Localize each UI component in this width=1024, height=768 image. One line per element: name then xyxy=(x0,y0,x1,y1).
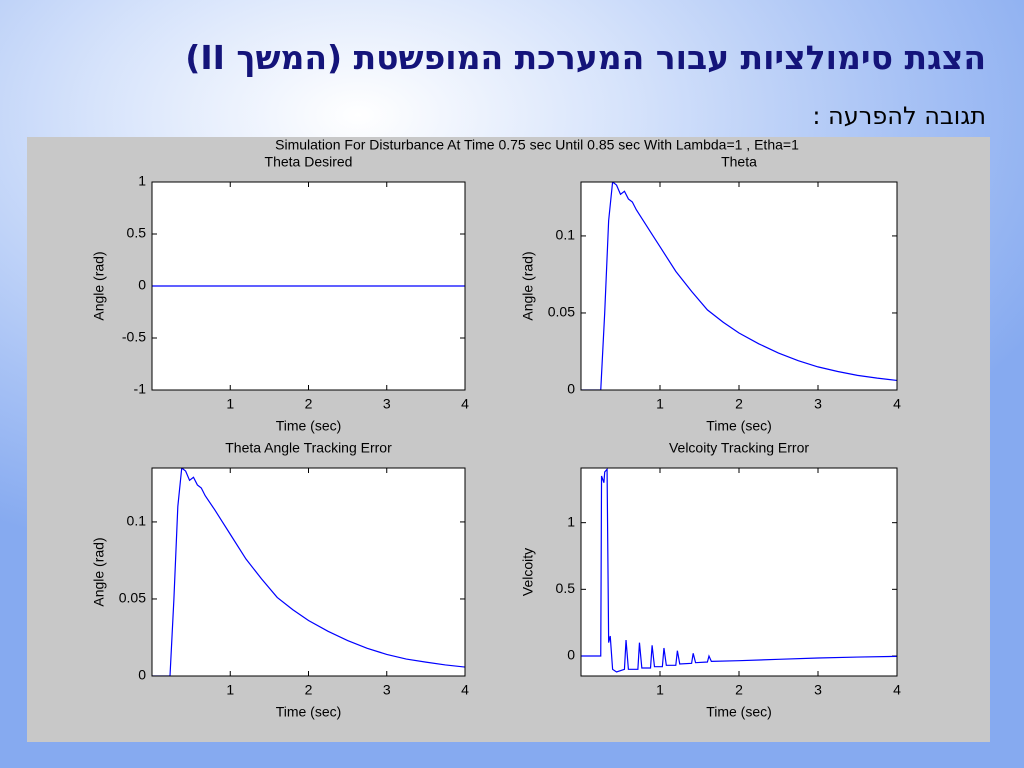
axes-frame xyxy=(151,467,466,677)
chart-title: Theta xyxy=(721,154,757,170)
chart-title: Theta Desired xyxy=(265,154,353,170)
y-tick-label: -1 xyxy=(134,381,147,397)
plot-area xyxy=(152,468,465,676)
x-tick-label: 4 xyxy=(893,396,901,412)
x-axis-label: Time (sec) xyxy=(276,704,342,720)
y-tick-label: 0.05 xyxy=(119,590,146,606)
x-axis-label: Time (sec) xyxy=(706,418,772,434)
slide-subtitle: תגובה להפרעה : xyxy=(812,102,986,130)
y-tick-label: 0 xyxy=(138,277,146,293)
x-tick-label: 2 xyxy=(305,396,313,412)
x-tick-label: 1 xyxy=(656,396,664,412)
y-tick-label: 0.1 xyxy=(556,227,576,243)
chart-title: Velcoity Tracking Error xyxy=(669,440,809,456)
y-axis-label: Angle (rad) xyxy=(91,251,107,320)
x-tick-label: 2 xyxy=(305,682,313,698)
data-line xyxy=(581,182,897,390)
axes-frame xyxy=(580,467,898,677)
y-tick-label: 0 xyxy=(567,647,575,663)
x-tick-label: 3 xyxy=(814,682,822,698)
x-axis-label: Time (sec) xyxy=(706,704,772,720)
slide-title: הצגת סימולציות עבור המערכת המופשטת (המשך… xyxy=(185,38,986,77)
y-tick-label: 1 xyxy=(567,513,575,529)
x-tick-label: 1 xyxy=(656,682,664,698)
figure-title: Simulation For Disturbance At Time 0.75 … xyxy=(275,137,799,153)
data-line xyxy=(581,468,897,673)
plot-area xyxy=(581,468,897,676)
x-tick-label: 1 xyxy=(226,682,234,698)
x-tick-label: 2 xyxy=(735,682,743,698)
x-tick-label: 4 xyxy=(461,682,469,698)
x-tick-label: 3 xyxy=(383,396,391,412)
y-tick-label: 0.5 xyxy=(556,580,576,596)
y-tick-label: 0.1 xyxy=(127,513,147,529)
y-tick-label: -0.5 xyxy=(122,329,146,345)
x-tick-label: 4 xyxy=(461,396,469,412)
x-tick-label: 1 xyxy=(226,396,234,412)
y-tick-label: 0 xyxy=(567,381,575,397)
x-tick-label: 2 xyxy=(735,396,743,412)
y-tick-label: 0.05 xyxy=(548,304,575,320)
x-tick-label: 3 xyxy=(383,682,391,698)
y-axis-label: Velcoity xyxy=(520,548,536,596)
x-tick-label: 4 xyxy=(893,682,901,698)
axes-frame xyxy=(151,181,466,391)
y-tick-label: 0.5 xyxy=(127,225,147,241)
plot-area xyxy=(581,182,897,390)
data-line xyxy=(152,468,465,676)
x-axis-label: Time (sec) xyxy=(276,418,342,434)
chart-title: Theta Angle Tracking Error xyxy=(225,440,392,456)
axes-frame xyxy=(580,181,898,391)
x-tick-label: 3 xyxy=(814,396,822,412)
y-tick-label: 1 xyxy=(138,173,146,189)
y-axis-label: Angle (rad) xyxy=(520,251,536,320)
y-tick-label: 0 xyxy=(138,667,146,683)
y-axis-label: Angle (rad) xyxy=(91,537,107,606)
